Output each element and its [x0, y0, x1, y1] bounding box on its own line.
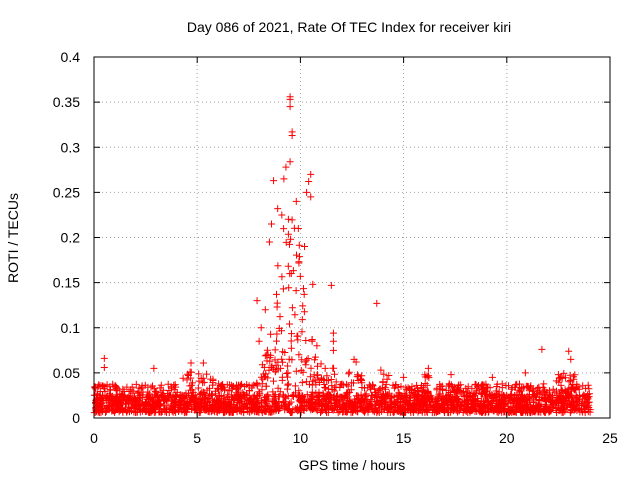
data-point	[292, 197, 300, 205]
x-tick-label: 20	[499, 430, 515, 446]
x-tick-label: 10	[293, 430, 309, 446]
y-tick-label: 0.35	[53, 94, 80, 110]
data-point	[150, 364, 158, 372]
data-point	[187, 359, 195, 367]
data-point	[567, 355, 575, 363]
data-point	[329, 346, 337, 354]
data-point	[268, 220, 276, 228]
data-point	[488, 373, 496, 381]
data-point	[286, 103, 294, 111]
x-tick-label: 0	[90, 430, 98, 446]
data-point	[377, 366, 385, 374]
data-point	[321, 364, 329, 372]
data-point	[327, 281, 335, 289]
data-point	[255, 337, 263, 345]
x-tick-label: 25	[602, 430, 618, 446]
data-point	[274, 205, 282, 213]
data-point	[329, 337, 337, 345]
data-points	[100, 93, 575, 381]
data-point	[282, 163, 290, 171]
data-point	[317, 360, 325, 368]
data-point	[313, 342, 321, 350]
data-point	[278, 211, 286, 219]
grid-lines	[94, 57, 610, 418]
data-point	[538, 345, 546, 353]
data-point	[288, 132, 296, 140]
y-axis-title: ROTI / TECUs	[5, 193, 21, 283]
data-point	[270, 177, 278, 185]
y-tick-label: 0.25	[53, 184, 80, 200]
y-tick-label: 0	[72, 410, 80, 426]
x-tick-label: 5	[193, 430, 201, 446]
data-point	[309, 280, 317, 288]
data-point	[373, 299, 381, 307]
data-point	[554, 371, 562, 379]
data-point	[280, 175, 288, 183]
y-tick-label: 0.4	[61, 49, 81, 65]
data-point	[352, 358, 360, 366]
data-point	[424, 364, 432, 372]
data-point-cloud	[90, 215, 594, 417]
x-tick-labels: 0 5 10 15 20 25	[90, 430, 618, 446]
data-point	[261, 306, 269, 314]
data-point	[307, 170, 315, 178]
x-axis-title: GPS time / hours	[299, 457, 406, 473]
y-tick-label: 0.05	[53, 365, 80, 381]
data-point	[286, 158, 294, 166]
data-point	[521, 369, 529, 377]
y-tick-label: 0.3	[61, 139, 81, 155]
data-point	[305, 178, 313, 186]
y-tick-label: 0.2	[61, 230, 81, 246]
data-point	[286, 95, 294, 103]
chart-title: Day 086 of 2021, Rate Of TEC Index for r…	[187, 19, 511, 35]
data-point	[265, 238, 273, 246]
data-point	[294, 224, 302, 232]
data-point	[400, 373, 408, 381]
y-tick-label: 0.15	[53, 275, 80, 291]
data-point	[253, 297, 261, 305]
data-point	[257, 324, 265, 332]
data-point	[565, 347, 573, 355]
data-point	[303, 188, 311, 196]
data-point	[307, 193, 315, 201]
data-point	[100, 354, 108, 362]
y-tick-labels: 0 0.05 0.1 0.15 0.2 0.25 0.3 0.35 0.4	[53, 49, 80, 426]
dense-band	[91, 391, 594, 415]
data-point	[447, 371, 455, 379]
data-point	[329, 329, 337, 337]
y-tick-label: 0.1	[61, 320, 81, 336]
data-point	[199, 359, 207, 367]
data-point	[100, 363, 108, 371]
x-tick-label: 15	[396, 430, 412, 446]
data-point	[301, 243, 309, 251]
axis-ticks	[93, 56, 611, 419]
